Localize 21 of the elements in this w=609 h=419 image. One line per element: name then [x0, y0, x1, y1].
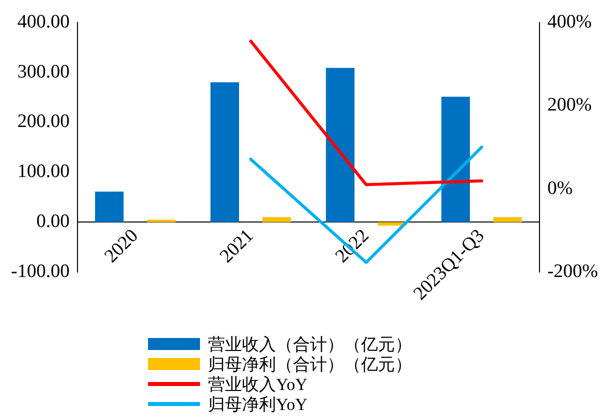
- y-tick-label: 300.00: [17, 61, 70, 82]
- y2-tick-label: 200%: [547, 94, 592, 116]
- y2-tick-label: 0%: [547, 178, 573, 199]
- legend-label: 归母净利（合计）（亿元）: [208, 354, 412, 376]
- y2-tick-label: -200%: [547, 260, 598, 282]
- y-tick-label: 200.00: [17, 111, 70, 132]
- legend-label: 归母净利YoY: [208, 394, 308, 416]
- bar: [262, 217, 291, 222]
- bar: [326, 68, 354, 222]
- legend-label: 营业收入YoY: [208, 374, 308, 396]
- bar: [493, 217, 522, 222]
- bar: [210, 82, 240, 222]
- y-tick-label: -100.00: [11, 260, 70, 282]
- y2-tick-label: 400%: [547, 11, 592, 32]
- y-tick-label: 100.00: [17, 161, 70, 182]
- bar: [146, 220, 176, 222]
- legend-label: 营业收入（合计）（亿元）: [208, 334, 412, 356]
- y-tick-label: 0.00: [36, 211, 70, 232]
- y-tick-label: 400.00: [17, 11, 70, 32]
- bar: [95, 192, 124, 222]
- bar: [441, 96, 470, 222]
